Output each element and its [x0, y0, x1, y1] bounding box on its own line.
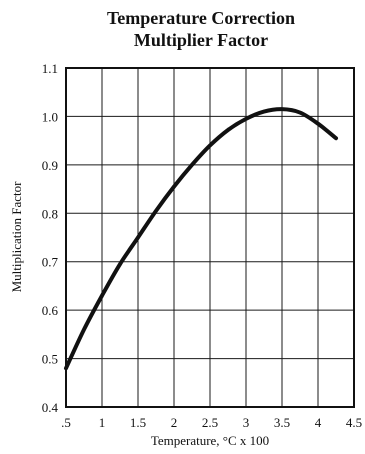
- y-tick-label: 0.6: [42, 303, 59, 318]
- x-axis-label: Temperature, °C x 100: [151, 433, 269, 448]
- x-tick-label: 4: [315, 415, 322, 430]
- x-tick-label: .5: [61, 415, 71, 430]
- x-tick-label: 2: [171, 415, 178, 430]
- y-tick-label: 0.9: [42, 158, 58, 173]
- y-tick-label: 1.0: [42, 109, 58, 124]
- plot-frame: [65, 67, 355, 408]
- x-tick-labels: .5 1 1.5 2 2.5 3 3.5 4 4.5: [61, 415, 362, 430]
- x-tick-label: 1.5: [130, 415, 146, 430]
- y-tick-labels: 0.4 0.5 0.6 0.7 0.8 0.9 1.0 1.1: [42, 61, 59, 415]
- chart-title-line-1: Temperature Correction: [107, 8, 295, 28]
- y-tick-label: 0.5: [42, 352, 58, 367]
- x-tick-label: 1: [99, 415, 106, 430]
- x-tick-label: 4.5: [346, 415, 362, 430]
- y-tick-label: 0.4: [42, 400, 59, 415]
- x-tick-label: 2.5: [202, 415, 218, 430]
- series-line: [64, 107, 338, 371]
- y-axis-label: Multiplication Factor: [9, 181, 24, 293]
- x-tick-label: 3.5: [274, 415, 290, 430]
- y-tick-label: 1.1: [42, 61, 58, 76]
- x-tick-label: 3: [243, 415, 250, 430]
- y-tick-label: 0.7: [42, 255, 59, 270]
- chart-title-line-2: Multiplier Factor: [134, 30, 268, 50]
- y-tick-label: 0.8: [42, 206, 58, 221]
